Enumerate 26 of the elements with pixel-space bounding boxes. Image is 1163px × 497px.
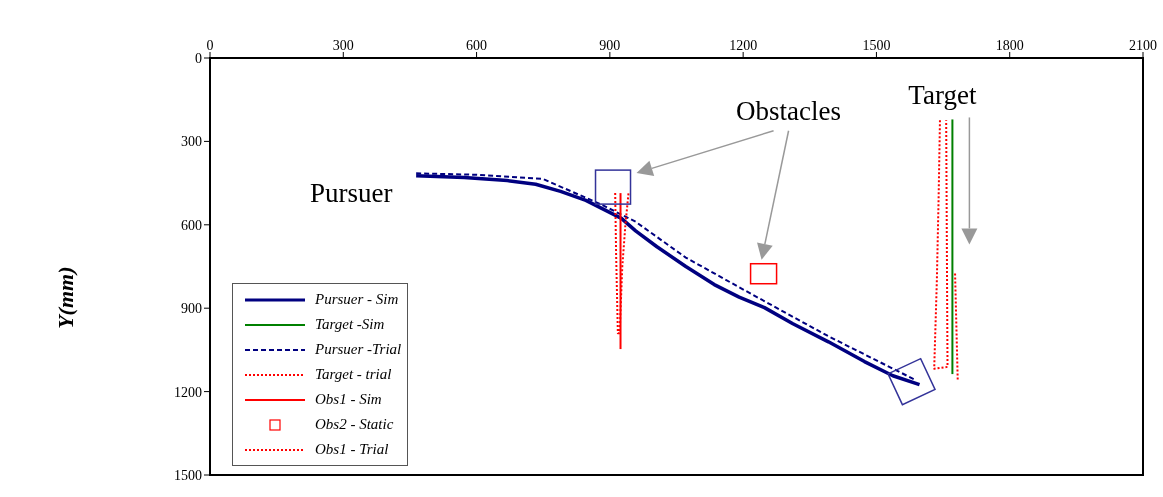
y-tick-label: 0	[195, 50, 202, 66]
y-tick-label: 900	[181, 301, 202, 317]
x-tick-label: 1500	[862, 38, 891, 53]
annotation: Pursuer	[309, 178, 393, 209]
legend-label: Pursuer -Trial	[315, 341, 402, 358]
y-axis-title: Y(mm)	[52, 266, 78, 329]
x-tick-label: 1800	[995, 38, 1024, 53]
x-tick-label: 2100	[1129, 38, 1157, 53]
x-tick-label: 0	[206, 38, 214, 53]
x-tick-label: 900	[599, 38, 621, 53]
legend-label: Pursuer - Sim	[315, 291, 399, 308]
legend-label: Target -Sim	[315, 316, 385, 333]
y-tick-label: 300	[181, 134, 202, 150]
y-tick-label: 600	[181, 217, 202, 233]
legend-label: Obs2 - Static	[315, 416, 394, 433]
y-tick-label: 1500	[174, 467, 202, 483]
annotation: Target	[908, 79, 977, 110]
y-tick-label: 1200	[174, 384, 202, 400]
x-tick-label: 600	[466, 38, 488, 53]
x-tick-label: 1200	[729, 38, 758, 53]
legend-label: Obs1 - Sim	[315, 391, 382, 408]
legend-label: Target - trial	[315, 366, 392, 383]
legend-label: Obs1 - Trial	[315, 441, 389, 458]
line-series	[933, 119, 949, 370]
x-tick-label: 300	[332, 38, 354, 53]
annotation: Obstacles	[736, 95, 842, 126]
